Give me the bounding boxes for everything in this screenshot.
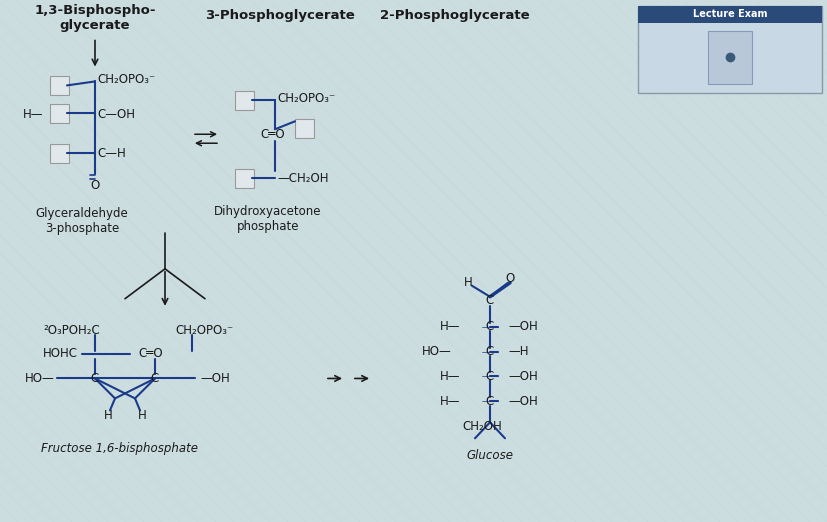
Text: H—: H— bbox=[439, 370, 460, 383]
Text: HO—: HO— bbox=[422, 345, 452, 358]
Text: Fructose 1,6-bisphosphate: Fructose 1,6-bisphosphate bbox=[41, 442, 198, 455]
Bar bbox=[638, 6, 821, 93]
Text: Glyceraldehyde
3-phosphate: Glyceraldehyde 3-phosphate bbox=[36, 207, 128, 235]
Text: —OH: —OH bbox=[508, 395, 537, 408]
Text: C: C bbox=[91, 372, 99, 385]
Text: 3-Phosphoglycerate: 3-Phosphoglycerate bbox=[205, 9, 355, 22]
Text: —OH: —OH bbox=[508, 320, 537, 333]
Text: C: C bbox=[485, 370, 494, 383]
Bar bbox=[638, 6, 821, 22]
Text: C═O: C═O bbox=[138, 347, 162, 360]
Bar bbox=[294, 120, 313, 138]
Text: —OH: —OH bbox=[200, 372, 229, 385]
Text: C: C bbox=[485, 395, 494, 408]
Text: C: C bbox=[151, 372, 159, 385]
Bar bbox=[235, 91, 254, 110]
Bar bbox=[235, 169, 254, 188]
Text: H—: H— bbox=[439, 395, 460, 408]
Text: —OH: —OH bbox=[508, 370, 537, 383]
Text: Glucose: Glucose bbox=[466, 449, 513, 462]
Text: HOHC: HOHC bbox=[43, 347, 78, 360]
Text: 2-Phosphoglycerate: 2-Phosphoglycerate bbox=[380, 9, 529, 22]
Text: Lecture Exam: Lecture Exam bbox=[692, 9, 767, 19]
Text: HO—: HO— bbox=[25, 372, 55, 385]
Text: H—: H— bbox=[439, 320, 460, 333]
Text: —CH₂OH: —CH₂OH bbox=[277, 172, 328, 185]
Bar bbox=[707, 31, 751, 85]
Text: O: O bbox=[504, 272, 514, 286]
Text: ²O₃POH₂C: ²O₃POH₂C bbox=[43, 324, 100, 337]
Text: C: C bbox=[485, 294, 494, 307]
Text: CH₂OH: CH₂OH bbox=[461, 420, 501, 433]
Text: O: O bbox=[90, 179, 99, 192]
Bar bbox=[50, 104, 69, 123]
Text: H: H bbox=[103, 409, 112, 422]
Text: Dihydroxyacetone
phosphate: Dihydroxyacetone phosphate bbox=[214, 205, 322, 233]
Text: H: H bbox=[463, 276, 472, 289]
Text: CH₂OPO₃⁻: CH₂OPO₃⁻ bbox=[277, 92, 335, 105]
Text: CH₂OPO₃⁻: CH₂OPO₃⁻ bbox=[174, 324, 233, 337]
Text: 1,3-Bisphospho-
glycerate: 1,3-Bisphospho- glycerate bbox=[34, 4, 155, 32]
Text: C: C bbox=[485, 320, 494, 333]
Text: —H: —H bbox=[508, 345, 528, 358]
Text: CH₂OPO₃⁻: CH₂OPO₃⁻ bbox=[97, 73, 155, 86]
Bar bbox=[50, 76, 69, 96]
Text: C—OH: C—OH bbox=[97, 108, 135, 121]
Text: C═O: C═O bbox=[261, 128, 285, 141]
Bar bbox=[50, 144, 69, 163]
Text: H—: H— bbox=[22, 108, 43, 121]
Text: C—H: C—H bbox=[97, 147, 126, 160]
Text: C: C bbox=[485, 345, 494, 358]
Text: H: H bbox=[137, 409, 146, 422]
